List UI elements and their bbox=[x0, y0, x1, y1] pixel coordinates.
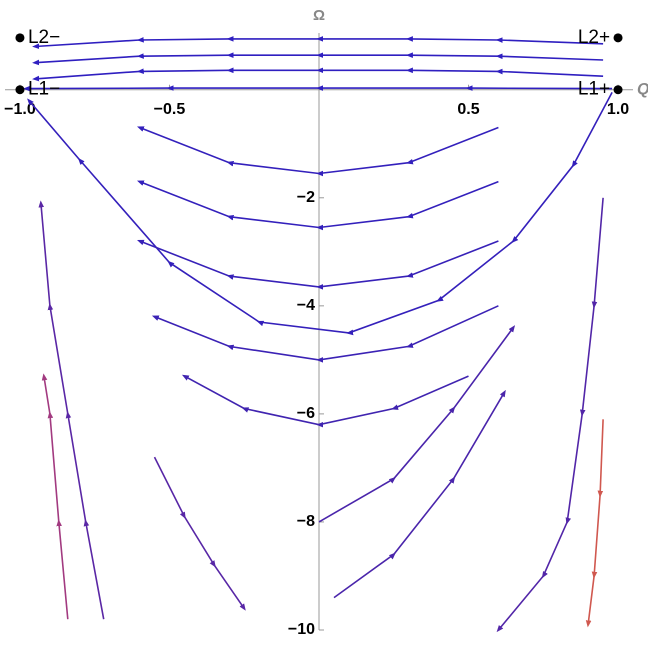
streamline bbox=[136, 239, 499, 290]
fixed-point bbox=[613, 85, 623, 95]
fixed-point bbox=[15, 33, 25, 43]
streamline bbox=[585, 419, 604, 628]
y-tick-label: −10 bbox=[288, 621, 315, 638]
streamline bbox=[181, 374, 469, 428]
streamline bbox=[41, 373, 69, 620]
fixed-point bbox=[15, 85, 25, 95]
point-label: L2+ bbox=[578, 27, 610, 48]
point-label: L2− bbox=[28, 27, 60, 48]
streamline bbox=[136, 126, 499, 177]
streamline bbox=[136, 180, 499, 231]
streamline bbox=[333, 389, 506, 599]
x-tick-label: −0.5 bbox=[154, 101, 186, 118]
streamline bbox=[153, 456, 246, 611]
streamline bbox=[27, 92, 613, 336]
fixed-point bbox=[613, 33, 623, 43]
streamline bbox=[23, 85, 613, 92]
x-axis-label: Q bbox=[637, 81, 648, 98]
streamline bbox=[38, 200, 105, 620]
y-tick-label: −2 bbox=[297, 189, 315, 206]
streamline bbox=[32, 52, 604, 66]
streamline bbox=[32, 36, 604, 50]
y-tick-label: −4 bbox=[297, 297, 315, 314]
streamline bbox=[318, 325, 516, 523]
streamline bbox=[496, 197, 604, 633]
point-label: L1+ bbox=[578, 79, 610, 100]
streamline bbox=[151, 305, 499, 363]
y-tick-label: −8 bbox=[297, 513, 315, 530]
x-tick-label: 0.5 bbox=[457, 101, 479, 118]
point-label: L1− bbox=[28, 79, 60, 100]
y-axis-label: Ω bbox=[313, 7, 325, 24]
x-tick-label: 1.0 bbox=[607, 101, 629, 118]
streamline bbox=[32, 67, 604, 82]
y-tick-label: −6 bbox=[297, 405, 315, 422]
